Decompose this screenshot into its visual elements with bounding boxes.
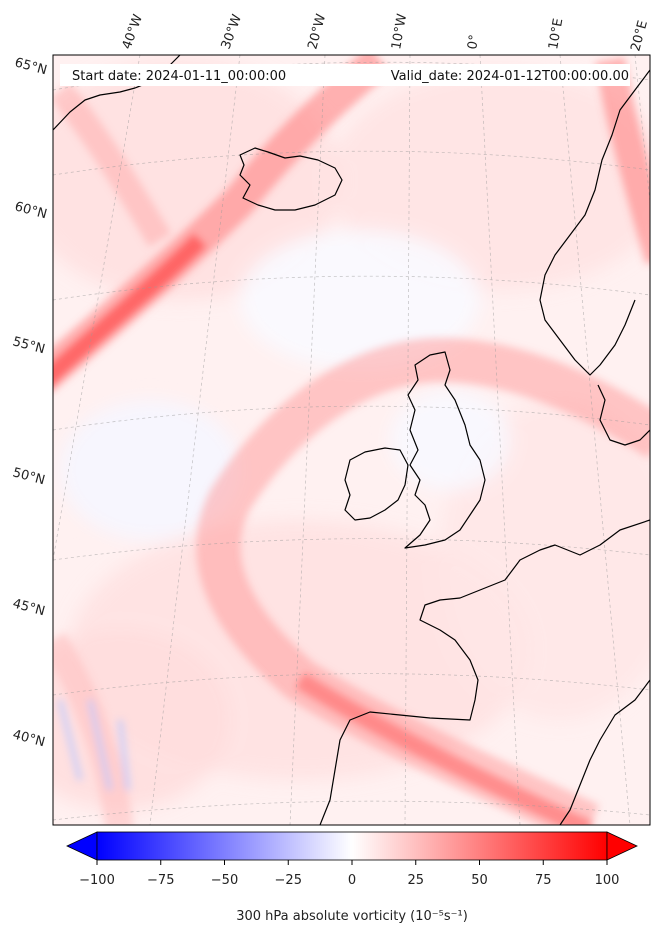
iceland-coast	[239, 147, 343, 211]
colorbar-tick-label: −25	[275, 873, 302, 888]
colorbar-max-extend	[606, 831, 638, 861]
longitude-labels: 40°W 30°W 20°W 10°W 0° 10°E 20°E	[120, 12, 651, 53]
great-britain-coast	[404, 351, 486, 549]
colorbar-tick-label: 0	[348, 873, 356, 888]
lon-label-30w: 30°W	[219, 12, 245, 51]
colorbar: −100 −75 −50 −25 0 25 50 75 100 300 hPa absolute…	[66, 831, 638, 924]
latitude-labels: 65°N 60°N 55°N 50°N 45°N 40°N	[11, 55, 49, 750]
map-panel: Start date: 2024-01-11_00:00:00 Valid_da…	[53, 55, 650, 825]
lon-label-10e: 10°E	[546, 17, 566, 50]
colorbar-min-extend	[66, 831, 98, 861]
colorbar-tick-label: 100	[595, 873, 620, 888]
colorbar-tick-label: 75	[535, 873, 552, 888]
lon-label-0: 0°	[465, 34, 482, 51]
lat-label-50n: 50°N	[11, 465, 47, 488]
colorbar-tick-label: −50	[211, 873, 238, 888]
start-date-label: Start date: 2024-01-11_00:00:00	[72, 69, 286, 84]
lat-label-45n: 45°N	[11, 596, 47, 619]
vorticity-field	[53, 60, 650, 810]
coastlines	[53, 55, 650, 825]
map-frame	[52, 54, 651, 826]
lat-label-65n: 65°N	[13, 55, 49, 78]
lat-label-40n: 40°N	[11, 727, 47, 750]
lon-label-20e: 20°E	[628, 19, 651, 53]
colorbar-ticks: −100 −75 −50 −25 0 25 50 75 100	[79, 860, 619, 888]
colorbar-gradient	[96, 831, 608, 861]
lat-label-55n: 55°N	[11, 334, 47, 357]
iberia-east-coast	[559, 679, 650, 825]
colorbar-tick-label: −75	[147, 873, 174, 888]
scandinavia-coast	[539, 69, 650, 446]
valid-date-label: Valid_date: 2024-01-12T00:00:00.00	[391, 69, 629, 84]
lon-label-10w: 10°W	[389, 13, 410, 51]
header-strip	[60, 64, 630, 86]
lon-label-40w: 40°W	[120, 12, 146, 51]
colorbar-label: 300 hPa absolute vorticity (10⁻⁵s⁻¹)	[236, 909, 468, 924]
france-iberia-coast	[319, 519, 650, 825]
colorbar-tick-label: 25	[407, 873, 424, 888]
colorbar-tick-label: 50	[471, 873, 488, 888]
colorbar-tick-label: −100	[79, 873, 115, 888]
ireland-coast	[344, 447, 409, 521]
lon-label-20w: 20°W	[305, 12, 329, 51]
lat-label-60n: 60°N	[13, 199, 49, 222]
